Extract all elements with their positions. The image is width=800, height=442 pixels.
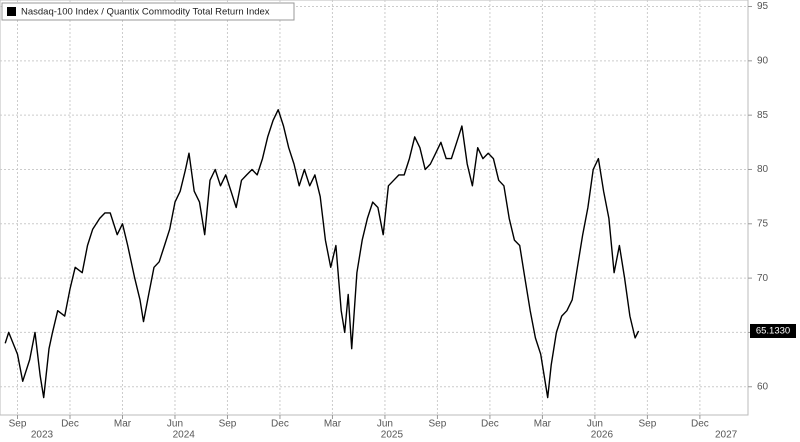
legend: Nasdaq-100 Index / Quantix Commodity Tot…	[1, 2, 295, 21]
y-tick-label: 95	[757, 1, 769, 12]
y-tick-label: 70	[757, 273, 769, 284]
legend-label: Nasdaq-100 Index / Quantix Commodity Tot…	[21, 7, 270, 18]
legend-box	[1, 2, 295, 21]
y-tick-label: 90	[757, 55, 769, 66]
x-tick-label: Sep	[219, 419, 237, 430]
x-tick-label: Sep	[9, 419, 27, 430]
x-tick-label: Jun	[587, 419, 603, 430]
year-label: 2023	[31, 430, 54, 441]
year-label: 2026	[591, 430, 614, 441]
x-tick-label: Sep	[429, 419, 447, 430]
y-tick-label: 80	[757, 164, 769, 175]
plot-area	[0, 0, 749, 416]
x-tick-label: Mar	[534, 419, 552, 430]
y-tick-label: 60	[757, 381, 769, 392]
last-value-label: 65.1330	[756, 326, 790, 337]
x-tick-label: Jun	[167, 419, 183, 430]
x-tick-label: Dec	[271, 419, 289, 430]
x-tick-label: Dec	[481, 419, 499, 430]
last-value-box	[750, 323, 796, 338]
x-tick-label: Jun	[377, 419, 393, 430]
y-tick-label: 85	[757, 110, 769, 121]
x-tick-label: Dec	[61, 419, 79, 430]
legend-swatch	[7, 7, 16, 16]
series-line	[4, 109, 640, 399]
x-tick-label: Dec	[691, 419, 709, 430]
x-tick-label: Sep	[638, 419, 656, 430]
year-label: 2025	[381, 430, 404, 441]
x-tick-label: Mar	[114, 419, 132, 430]
y-tick-label: 75	[757, 218, 769, 229]
year-label: 2027	[715, 430, 738, 441]
x-tick-label: Mar	[324, 419, 342, 430]
year-label: 2024	[173, 430, 196, 441]
